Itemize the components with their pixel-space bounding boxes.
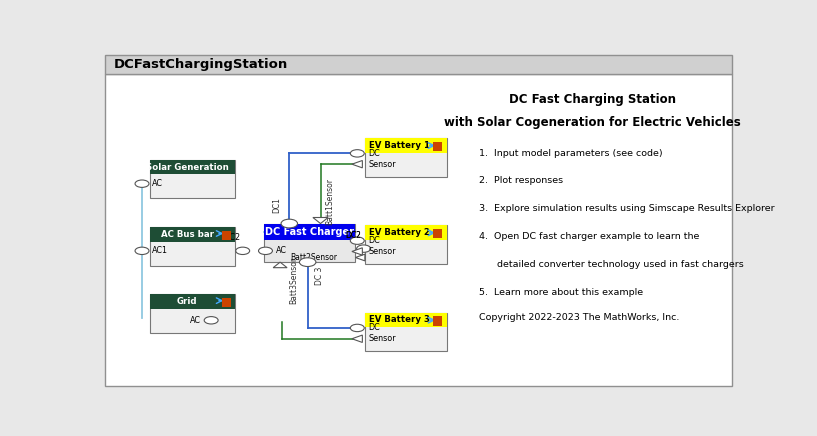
Text: Sensor: Sensor — [368, 160, 396, 169]
Text: AC1: AC1 — [152, 246, 168, 255]
Circle shape — [236, 247, 250, 255]
Polygon shape — [352, 160, 363, 168]
Text: 4.  Open DC fast charger example to learn the: 4. Open DC fast charger example to learn… — [479, 232, 699, 241]
Circle shape — [350, 237, 364, 244]
Text: Batt2Sensor: Batt2Sensor — [290, 253, 337, 262]
FancyBboxPatch shape — [150, 160, 235, 198]
Circle shape — [299, 258, 316, 266]
FancyBboxPatch shape — [433, 142, 442, 151]
Text: Batt1Sensor: Batt1Sensor — [325, 178, 334, 225]
Text: DC: DC — [368, 324, 381, 332]
Text: EV Battery 1: EV Battery 1 — [369, 141, 430, 150]
Circle shape — [350, 150, 364, 157]
FancyBboxPatch shape — [365, 313, 447, 327]
FancyBboxPatch shape — [150, 227, 235, 266]
Text: Sensor: Sensor — [368, 334, 396, 343]
Text: EV Battery 3: EV Battery 3 — [369, 315, 430, 324]
Text: DC2: DC2 — [346, 231, 361, 240]
FancyBboxPatch shape — [105, 74, 732, 386]
Circle shape — [357, 245, 371, 252]
FancyBboxPatch shape — [365, 313, 447, 351]
FancyBboxPatch shape — [365, 138, 447, 153]
Text: DC 3: DC 3 — [315, 266, 324, 285]
Text: Solar Generation: Solar Generation — [146, 163, 229, 172]
FancyBboxPatch shape — [222, 298, 230, 307]
Text: Batt3Sensor: Batt3Sensor — [289, 257, 298, 304]
FancyBboxPatch shape — [150, 160, 235, 174]
Circle shape — [204, 317, 218, 324]
FancyBboxPatch shape — [264, 224, 355, 240]
Text: 5.  Learn more about this example: 5. Learn more about this example — [479, 288, 643, 297]
Text: Grid: Grid — [177, 297, 198, 306]
FancyBboxPatch shape — [105, 54, 732, 74]
Text: DC: DC — [368, 236, 381, 245]
Polygon shape — [273, 262, 287, 268]
FancyBboxPatch shape — [150, 227, 235, 242]
Text: Sensor: Sensor — [368, 247, 396, 256]
Text: DCFastChargingStation: DCFastChargingStation — [114, 58, 288, 71]
Text: 2.  Plot responses: 2. Plot responses — [479, 177, 563, 185]
Text: DC Fast Charger: DC Fast Charger — [265, 227, 354, 237]
Polygon shape — [355, 254, 365, 261]
Text: 3.  Explore simulation results using Simscape Results Explorer: 3. Explore simulation results using Sims… — [479, 204, 775, 213]
Polygon shape — [352, 248, 363, 255]
FancyBboxPatch shape — [150, 294, 235, 333]
Text: 1.  Input model parameters (see code): 1. Input model parameters (see code) — [479, 149, 663, 157]
Text: with Solar Cogeneration for Electric Vehicles: with Solar Cogeneration for Electric Veh… — [444, 116, 741, 129]
Polygon shape — [313, 218, 328, 224]
Text: detailed converter technology used in fast chargers: detailed converter technology used in fa… — [479, 260, 743, 269]
Text: AC2: AC2 — [225, 233, 241, 242]
Circle shape — [135, 247, 149, 255]
FancyBboxPatch shape — [365, 138, 447, 177]
Text: DC1: DC1 — [272, 197, 281, 213]
Circle shape — [135, 180, 149, 187]
Text: AC: AC — [190, 316, 201, 325]
FancyBboxPatch shape — [150, 294, 235, 309]
Polygon shape — [352, 335, 363, 342]
Text: AC: AC — [275, 246, 287, 255]
Circle shape — [350, 324, 364, 332]
Text: Copyright 2022-2023 The MathWorks, Inc.: Copyright 2022-2023 The MathWorks, Inc. — [479, 313, 679, 322]
FancyBboxPatch shape — [433, 316, 442, 326]
FancyBboxPatch shape — [264, 224, 355, 262]
FancyBboxPatch shape — [365, 225, 447, 240]
Text: AC: AC — [152, 179, 163, 188]
Text: DC Fast Charging Station: DC Fast Charging Station — [509, 93, 676, 106]
Circle shape — [258, 247, 272, 255]
Circle shape — [281, 219, 297, 228]
Text: EV Battery 2: EV Battery 2 — [369, 228, 430, 237]
Text: AC Bus bar: AC Bus bar — [161, 230, 214, 239]
FancyBboxPatch shape — [222, 231, 230, 240]
FancyBboxPatch shape — [433, 229, 442, 238]
Text: DC2: DC2 — [346, 231, 361, 240]
FancyBboxPatch shape — [365, 225, 447, 264]
Text: DC: DC — [368, 149, 381, 158]
